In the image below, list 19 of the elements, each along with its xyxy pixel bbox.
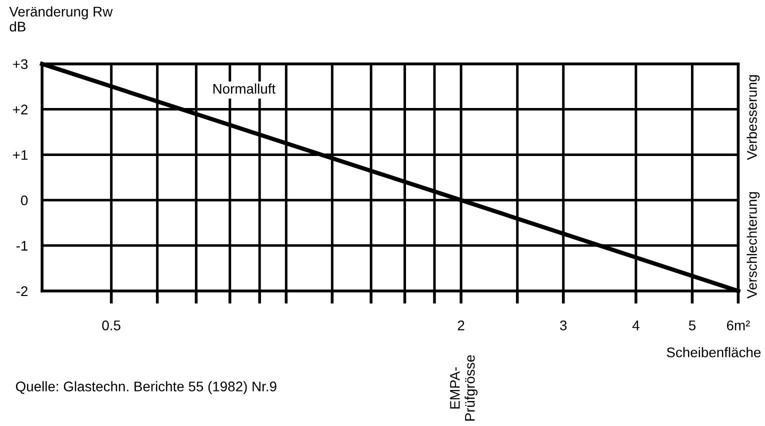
x-tick-label: 4: [632, 320, 640, 330]
y-tick-label: 0: [21, 195, 28, 206]
y-tick-label: +2: [13, 104, 28, 114]
text: Verschlechterung: [746, 192, 760, 299]
text: EMPA- Prüfgrösse: [450, 355, 478, 421]
x-axis-title: Scheibenfläche: [666, 347, 761, 358]
x-tick-label: 2: [458, 320, 464, 330]
x-tick-label: 6m²: [726, 320, 750, 330]
text: Verbesserung: [746, 75, 760, 160]
x-tick-label: 3: [560, 320, 567, 330]
source-note: Quelle: Glastechn. Berichte 55 (1982) Nr.9: [16, 381, 276, 394]
y-tick-label: +3: [13, 59, 28, 70]
y-tick-label: -2: [16, 286, 28, 296]
y-tick-label: -1: [16, 241, 28, 251]
x-tick-label: 5: [688, 320, 696, 330]
y-axis-title: Veränderung Rw dB: [9, 6, 113, 32]
x-tick-label: 0.5: [102, 320, 120, 330]
y-tick-label: +1: [13, 150, 28, 160]
series-label: Normalluft: [213, 84, 276, 94]
